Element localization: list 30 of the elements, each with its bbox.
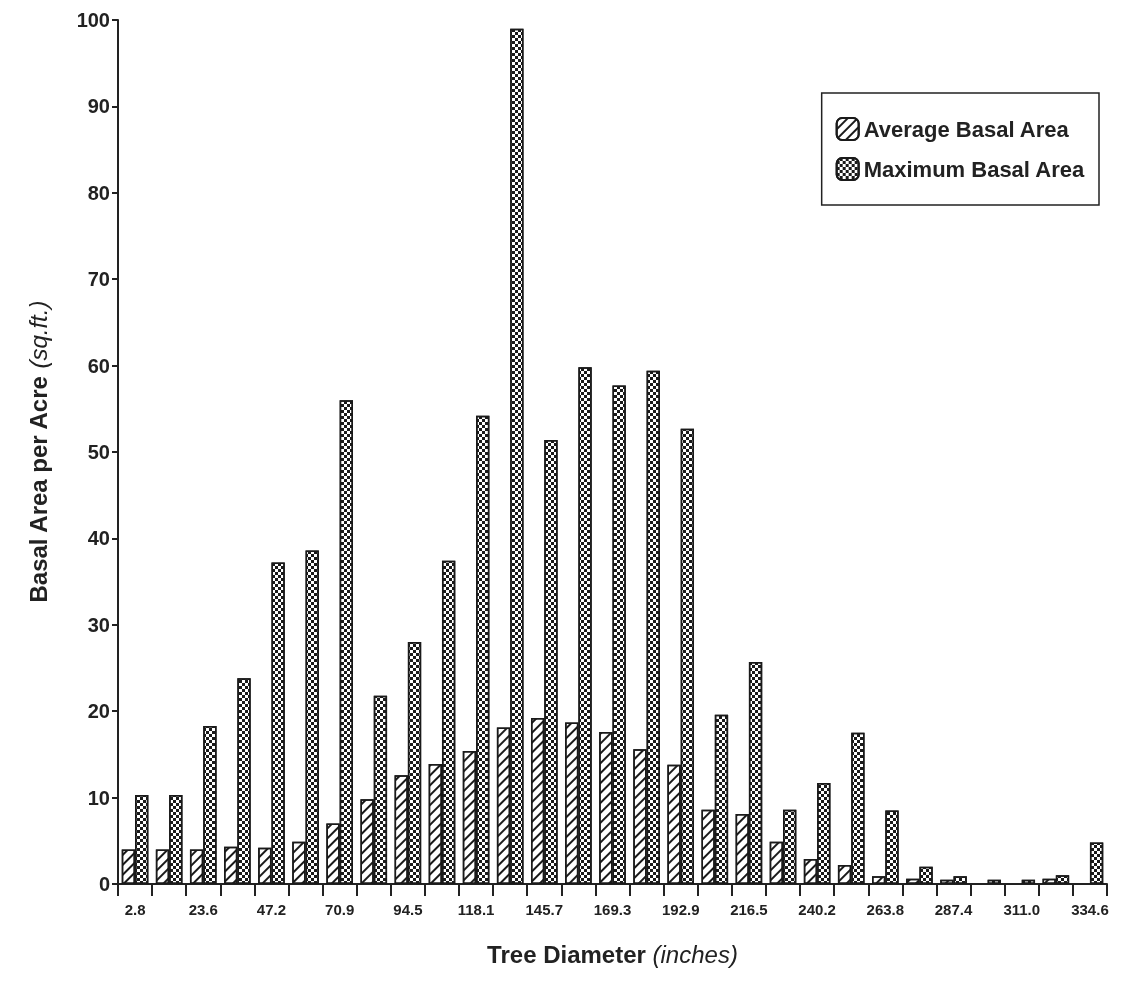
legend-label: Average Basal Area bbox=[863, 116, 1070, 142]
x-tick-label: 23.6 bbox=[188, 901, 218, 918]
y-tick-label: 10 bbox=[87, 786, 110, 809]
legend-label: Maximum Basal Area bbox=[863, 156, 1085, 182]
x-tick-label: 192.9 bbox=[661, 901, 700, 918]
x-axis-title: Tree Diameter (inches) bbox=[487, 940, 738, 968]
y-tick-label: 90 bbox=[87, 95, 110, 118]
y-tick-label: 50 bbox=[87, 441, 110, 463]
x-tick-label: 2.8 bbox=[124, 901, 146, 918]
y-tick-label: 20 bbox=[87, 700, 110, 723]
x-tick-label: 169.3 bbox=[593, 901, 632, 918]
y-tick-label: 30 bbox=[87, 613, 110, 636]
y-tick-label: 70 bbox=[87, 268, 110, 291]
x-tick-label: 334.6 bbox=[1071, 901, 1109, 918]
y-tick-label: 60 bbox=[87, 354, 110, 377]
y-tick-label: 40 bbox=[87, 527, 110, 550]
x-tick-label: 240.2 bbox=[798, 901, 836, 918]
x-tick-label: 145.7 bbox=[525, 901, 564, 918]
x-tick-label: 311.0 bbox=[1003, 901, 1041, 918]
x-tick-label: 70.9 bbox=[325, 901, 355, 918]
y-tick-label: 80 bbox=[87, 181, 110, 204]
y-axis-title: Basal Area per Acre (sq.ft.) bbox=[24, 300, 52, 603]
x-tick-label: 263.8 bbox=[866, 901, 905, 918]
x-tick-label: 287.4 bbox=[934, 901, 973, 918]
x-tick-label: 216.5 bbox=[730, 901, 768, 918]
x-tick-label: 94.5 bbox=[393, 901, 423, 918]
y-tick-label: 0 bbox=[98, 873, 110, 895]
y-tick-label: 100 bbox=[76, 9, 110, 31]
x-tick-label: 118.1 bbox=[457, 901, 495, 918]
x-tick-label: 47.2 bbox=[256, 901, 287, 918]
